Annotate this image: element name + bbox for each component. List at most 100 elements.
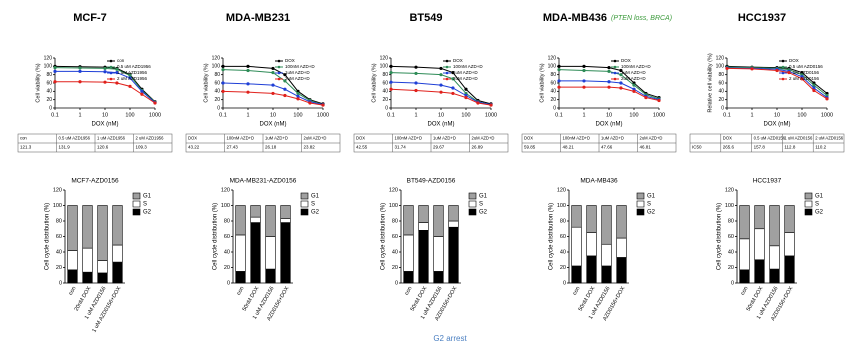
panel-title: HCC1937 xyxy=(738,12,786,24)
table-cell: 131.9 xyxy=(59,145,71,150)
data-point xyxy=(115,67,119,71)
legend-label: 2uM AZD+D xyxy=(453,76,478,81)
y-tick-label: 40 xyxy=(718,89,724,95)
legend-swatch xyxy=(636,200,645,208)
bar-segment xyxy=(784,205,795,233)
data-point xyxy=(489,103,493,107)
legend-label: 2uM AZD+D xyxy=(285,76,310,81)
table-header: con xyxy=(20,136,27,141)
legend-label: 2 uM AZD0156 xyxy=(789,76,820,81)
legend-marker xyxy=(781,71,785,75)
y-axis-label: Cell viability (%) xyxy=(371,63,377,102)
data-point xyxy=(271,70,275,75)
data-point xyxy=(775,68,779,73)
legend-swatch xyxy=(468,208,477,216)
bar-segment xyxy=(82,205,93,249)
legend-swatch xyxy=(132,208,141,216)
y-tick-label: 20 xyxy=(214,97,220,103)
bar-segment xyxy=(586,205,597,233)
data-point xyxy=(812,86,816,90)
x-tick-label: 10 xyxy=(774,112,780,118)
data-point xyxy=(283,73,287,77)
y-tick-label: 80 xyxy=(560,218,566,224)
table-cell: 157.8 xyxy=(754,145,766,150)
panel-title: MDA-MB231 xyxy=(226,12,290,24)
y-tick-label: 60 xyxy=(56,234,62,240)
bar-segment xyxy=(250,216,261,223)
x-tick-label: 10 xyxy=(270,112,276,118)
data-point xyxy=(128,84,132,88)
data-point xyxy=(153,101,157,105)
x-tick-label: 1000 xyxy=(317,112,329,118)
y-tick-label: 100 xyxy=(548,64,557,70)
bar-segment xyxy=(265,268,276,284)
data-point xyxy=(246,82,250,86)
bar-segment xyxy=(82,247,93,273)
y-tick-label: 20 xyxy=(550,97,556,103)
bar-segment xyxy=(448,226,459,284)
bar-segment xyxy=(616,257,627,284)
legend-swatch xyxy=(804,208,813,216)
legend-label: G2 xyxy=(815,210,824,216)
bar-segment xyxy=(769,268,780,284)
legend-label: 1uM AZD+D xyxy=(453,70,478,75)
legend-label: 1 uM AZD1956 xyxy=(117,70,148,75)
data-point xyxy=(389,64,393,68)
legend-label: 1 uM AZD0156 xyxy=(789,70,820,75)
x-tick-label: 1 xyxy=(582,112,585,118)
data-point xyxy=(825,97,829,101)
data-point xyxy=(414,65,418,69)
data-point xyxy=(414,81,418,85)
bar-segment xyxy=(601,265,612,284)
table-header: 1uM AZD+D xyxy=(265,136,288,141)
y-tick-label: 20 xyxy=(392,265,398,271)
bar-segment xyxy=(616,237,627,258)
y-tick-label: 0 xyxy=(227,280,230,286)
y-tick-label: 0 xyxy=(49,105,52,111)
x-tick-label: con xyxy=(572,286,582,297)
y-tick-label: 40 xyxy=(550,89,556,95)
data-point xyxy=(271,91,275,96)
y-tick-label: 60 xyxy=(560,234,566,240)
legend-marker xyxy=(277,77,281,81)
data-point xyxy=(78,69,82,73)
data-point xyxy=(78,80,82,84)
data-point xyxy=(464,95,468,100)
chart-title: HCC1937 xyxy=(753,178,782,185)
data-point xyxy=(78,66,82,70)
data-point xyxy=(812,83,816,87)
x-axis-label: DOX (nM) xyxy=(428,122,455,128)
y-tick-label: 120 xyxy=(548,55,557,61)
table-header: 100nM AZD+D xyxy=(227,136,255,141)
y-tick-label: 40 xyxy=(214,89,220,95)
y-tick-label: 80 xyxy=(56,218,62,224)
bar-segment xyxy=(112,205,123,246)
data-point xyxy=(451,91,455,96)
legend-label: con xyxy=(117,58,125,63)
legend-swatch xyxy=(636,192,645,200)
x-tick-label: 1 xyxy=(414,112,417,118)
bar-segment xyxy=(784,255,795,284)
y-tick-label: 60 xyxy=(718,80,724,86)
data-point xyxy=(750,67,754,71)
bar-segment xyxy=(601,243,612,267)
legend-marker xyxy=(277,71,281,75)
legend-marker xyxy=(781,65,785,69)
legend-marker xyxy=(445,59,449,63)
x-axis-label: DOX (nM) xyxy=(596,122,623,128)
data-point xyxy=(582,85,586,89)
legend-label: G1 xyxy=(815,194,824,200)
data-point xyxy=(582,68,586,73)
table-header: DOX xyxy=(524,136,533,141)
legend-marker xyxy=(109,77,113,81)
bar-segment xyxy=(280,218,291,223)
table-header: DOX xyxy=(723,136,732,141)
table-cell: 47.66 xyxy=(601,145,613,150)
legend-label: 2 uM AZD1956 xyxy=(117,76,148,81)
legend-marker xyxy=(781,77,785,81)
legend-marker xyxy=(109,65,113,69)
series-line xyxy=(559,86,660,101)
y-tick-label: 0 xyxy=(217,105,220,111)
data-point xyxy=(557,64,561,68)
y-axis-label: Relative cell viability (%) xyxy=(707,53,713,112)
